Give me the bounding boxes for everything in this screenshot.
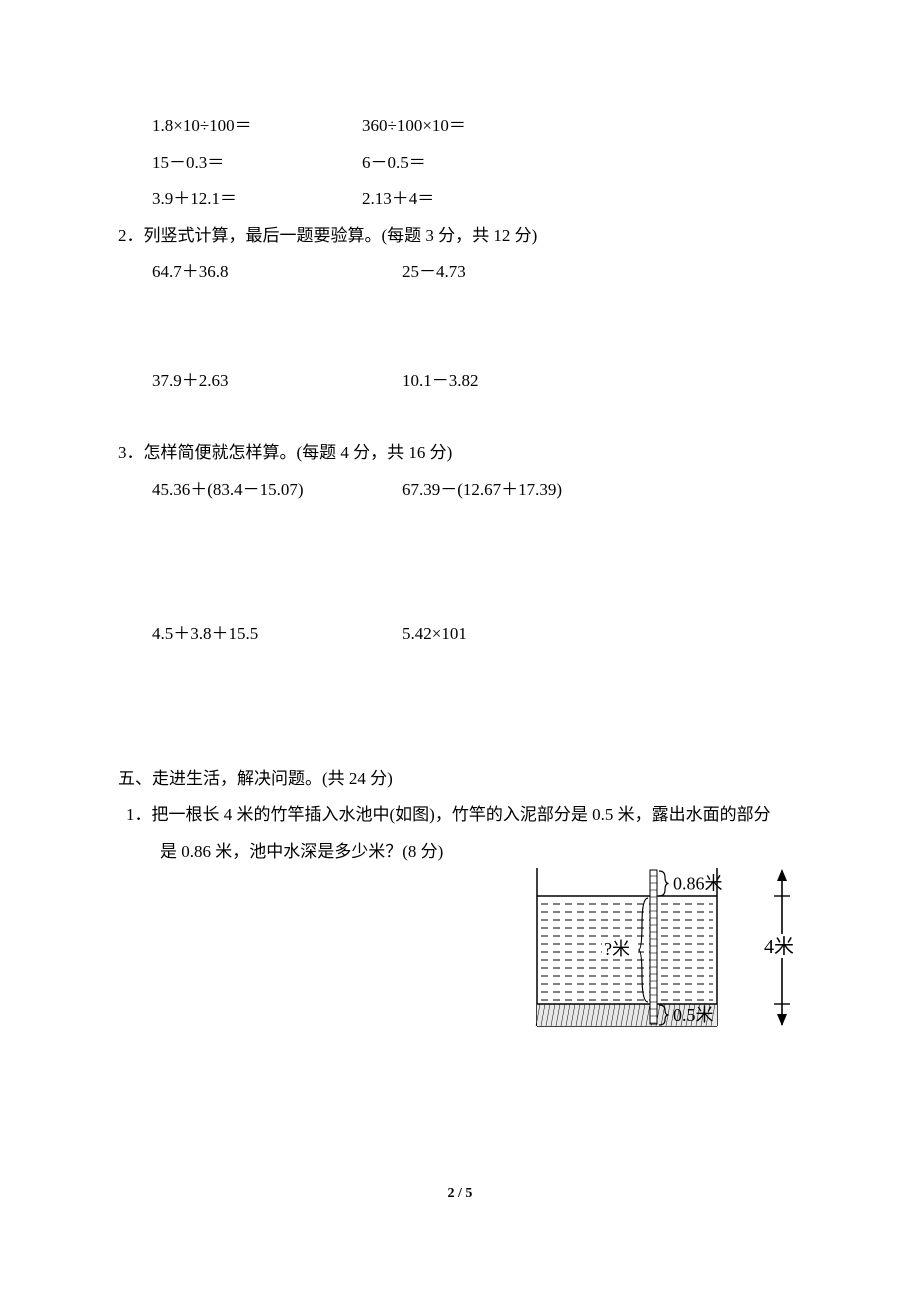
page-number: 2 / 5 <box>0 1186 920 1202</box>
svg-text:0.5米: 0.5米 <box>673 1005 714 1025</box>
q3-row-1: 45.36＋(83.4－15.07) 67.39－(12.67＋17.39) <box>118 472 802 509</box>
expr: 5.42×101 <box>402 616 802 653</box>
section5-title: 五、走进生活，解决问题。(共 24 分) <box>118 761 802 798</box>
expr: 6－0.5＝ <box>362 145 802 182</box>
expr: 360÷100×10＝ <box>362 108 802 145</box>
q2-title: 2．列竖式计算，最后一题要验算。(每题 3 分，共 12 分) <box>118 218 802 255</box>
expr: 3.9＋12.1＝ <box>118 181 362 218</box>
s5-q1-line1: 1．把一根长 4 米的竹竿插入水池中(如图)，竹竿的入泥部分是 0.5 米，露出… <box>118 797 802 834</box>
mental-calc-row-3: 3.9＋12.1＝ 2.13＋4＝ <box>118 181 802 218</box>
expr: 2.13＋4＝ <box>362 181 802 218</box>
blank-space <box>118 399 802 435</box>
mental-calc-row-2: 15－0.3＝ 6－0.5＝ <box>118 145 802 182</box>
q2-row-1: 64.7＋36.8 25－4.73 <box>118 254 802 291</box>
content-area: 1.8×10÷100＝ 360÷100×10＝ 15－0.3＝ 6－0.5＝ 3… <box>118 108 802 871</box>
expr: 4.5＋3.8＋15.5 <box>118 616 402 653</box>
expr: 67.39－(12.67＋17.39) <box>402 472 802 509</box>
svg-text:?米: ?米 <box>604 939 630 959</box>
q3-title: 3．怎样简便就怎样算。(每题 4 分，共 16 分) <box>118 435 802 472</box>
expr: 64.7＋36.8 <box>118 254 402 291</box>
expr: 15－0.3＝ <box>118 145 362 182</box>
pool-figure: 0.86米 ?米 0.5米 4米 <box>532 866 802 1036</box>
q3-row-2: 4.5＋3.8＋15.5 5.42×101 <box>118 616 802 653</box>
page: 1.8×10÷100＝ 360÷100×10＝ 15－0.3＝ 6－0.5＝ 3… <box>0 0 920 1302</box>
blank-space <box>118 291 802 363</box>
pool-diagram-svg: 0.86米 ?米 0.5米 4米 <box>532 866 802 1036</box>
mental-calc-row-1: 1.8×10÷100＝ 360÷100×10＝ <box>118 108 802 145</box>
expr: 1.8×10÷100＝ <box>118 108 362 145</box>
expr: 25－4.73 <box>402 254 802 291</box>
expr: 10.1－3.82 <box>402 363 802 400</box>
expr: 45.36＋(83.4－15.07) <box>118 472 402 509</box>
svg-text:4米: 4米 <box>764 935 794 958</box>
blank-space <box>118 653 802 761</box>
q2-row-2: 37.9＋2.63 10.1－3.82 <box>118 363 802 400</box>
expr: 37.9＋2.63 <box>118 363 402 400</box>
svg-text:0.86米: 0.86米 <box>673 874 723 894</box>
blank-space <box>118 508 802 616</box>
